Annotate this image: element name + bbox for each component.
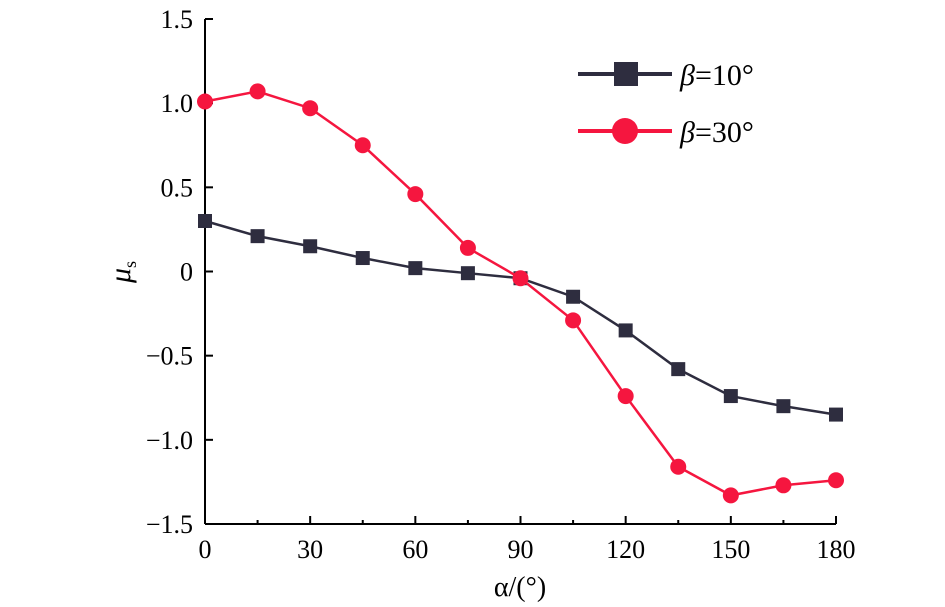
x-tick-label: 150 (711, 535, 750, 564)
data-point-square (408, 261, 423, 276)
data-point-circle (722, 487, 739, 504)
axes: 0 30 60 90 120 150 180 −1.5 −1.0 −0.5 0 0.5 1.0 1.5 (146, 5, 856, 564)
data-point-square (250, 229, 265, 244)
y-tick-label: −0.5 (146, 342, 193, 371)
data-point-circle (459, 239, 476, 256)
legend-label: β=10° (679, 59, 754, 92)
data-point-circle (828, 472, 844, 489)
data-point-circle (197, 93, 213, 110)
data-point-circle (354, 137, 371, 154)
data-point-square (303, 239, 318, 254)
data-point-circle (617, 388, 634, 405)
series-line-1 (204, 219, 837, 416)
data-point-square (566, 289, 581, 304)
y-tick-label: 1.0 (161, 89, 194, 118)
data-point-circle (302, 100, 319, 117)
data-point-square (723, 389, 738, 404)
data-point-square (355, 251, 370, 266)
x-tick-label: 90 (508, 535, 534, 564)
data-point-circle (775, 477, 792, 494)
data-point-circle (670, 458, 687, 475)
data-point-circle (407, 186, 424, 203)
legend-circle-marker (612, 118, 638, 144)
y-tick-label: 0.5 (161, 173, 194, 202)
series-layer (197, 83, 844, 504)
data-point-circle (565, 312, 582, 329)
y-tick-label: −1.5 (146, 510, 193, 539)
data-point-square (776, 399, 791, 414)
y-tick-label: 0 (180, 258, 193, 287)
y-axis-label: μs (104, 261, 140, 284)
legend-label: β=30° (679, 116, 754, 149)
x-tick-label: 180 (817, 535, 856, 564)
x-tick-label: 30 (297, 535, 323, 564)
data-point-square (198, 214, 212, 228)
legend: β=10° β=30° (578, 59, 754, 149)
y-tick-label: −1.0 (146, 426, 193, 455)
data-point-square (829, 407, 843, 422)
x-tick-label: 120 (606, 535, 645, 564)
y-tick-label: 1.5 (161, 5, 194, 34)
data-point-circle (512, 270, 529, 287)
series-line-2 (204, 90, 837, 497)
data-point-circle (249, 83, 266, 100)
data-point-square (671, 362, 686, 377)
data-point-square (460, 266, 475, 281)
x-axis-label: α/(°) (494, 572, 546, 603)
legend-square-marker (614, 62, 638, 86)
x-tick-label: 60 (402, 535, 428, 564)
x-tick-label: 0 (199, 535, 212, 564)
data-point-square (618, 323, 633, 338)
